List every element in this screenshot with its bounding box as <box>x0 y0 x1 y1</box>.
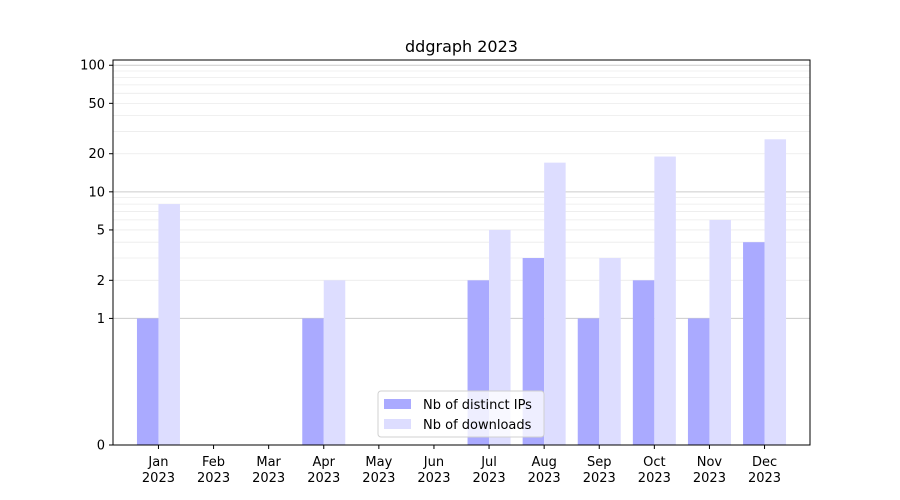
bar-downloads <box>323 280 346 445</box>
bar-distinct-ips <box>687 318 710 445</box>
bar-downloads <box>654 156 676 446</box>
bar-downloads <box>544 162 566 445</box>
y-tick-label: 50 <box>88 97 105 112</box>
legend-label: Nb of distinct IPs <box>423 398 532 413</box>
x-tick-label: Dec 2023 <box>748 455 781 486</box>
bar-distinct-ips <box>743 242 765 445</box>
x-tick-label: Aug 2023 <box>528 455 561 486</box>
x-tick-label: Apr 2023 <box>307 455 340 486</box>
x-tick-label: Jun 2023 <box>417 455 450 486</box>
bar-distinct-ips <box>302 318 324 445</box>
legend-swatch <box>384 399 411 409</box>
bar-downloads <box>158 204 180 445</box>
y-tick-label: 10 <box>88 185 105 200</box>
bar-distinct-ips <box>632 280 655 445</box>
plot-frame <box>112 59 811 446</box>
grid-layer <box>113 64 810 319</box>
bar-downloads <box>599 258 621 445</box>
x-tick-label: Sep 2023 <box>583 455 616 486</box>
y-tick-label: 100 <box>80 59 105 74</box>
legend-label: Nb of downloads <box>423 418 532 433</box>
x-tick-label: May 2023 <box>362 455 395 486</box>
x-tick-label: Oct 2023 <box>638 455 671 486</box>
y-axis: 0 1 2 5 10 20 50 100 <box>80 59 113 454</box>
y-tick-label: 1 <box>97 312 105 327</box>
bar-downloads <box>764 139 787 445</box>
bar-distinct-ips <box>577 318 600 445</box>
y-tick-label: 20 <box>88 147 105 162</box>
x-tick-label: Mar 2023 <box>252 455 285 486</box>
y-tick-label: 0 <box>97 439 105 454</box>
legend-swatch <box>384 419 411 429</box>
x-axis: Jan 2023 Feb 2023 Mar 2023 Apr 2023 May 2023 Jun 20… <box>142 445 781 486</box>
bar-distinct-ips <box>136 318 159 445</box>
x-tick-label: Jan 2023 <box>142 455 175 486</box>
legend: Nb of distinct IPs Nb of downloads <box>377 390 545 438</box>
legend-box <box>377 390 545 438</box>
chart-title: ddgraph 2023 <box>405 37 518 56</box>
y-tick-label: 2 <box>97 274 105 289</box>
x-tick-label: Nov 2023 <box>693 455 726 486</box>
x-tick-label: Feb 2023 <box>197 455 230 486</box>
bars-layer <box>136 139 787 446</box>
bar-downloads <box>709 219 731 445</box>
y-tick-label: 5 <box>97 223 105 238</box>
x-tick-label: Jul 2023 <box>473 455 506 486</box>
